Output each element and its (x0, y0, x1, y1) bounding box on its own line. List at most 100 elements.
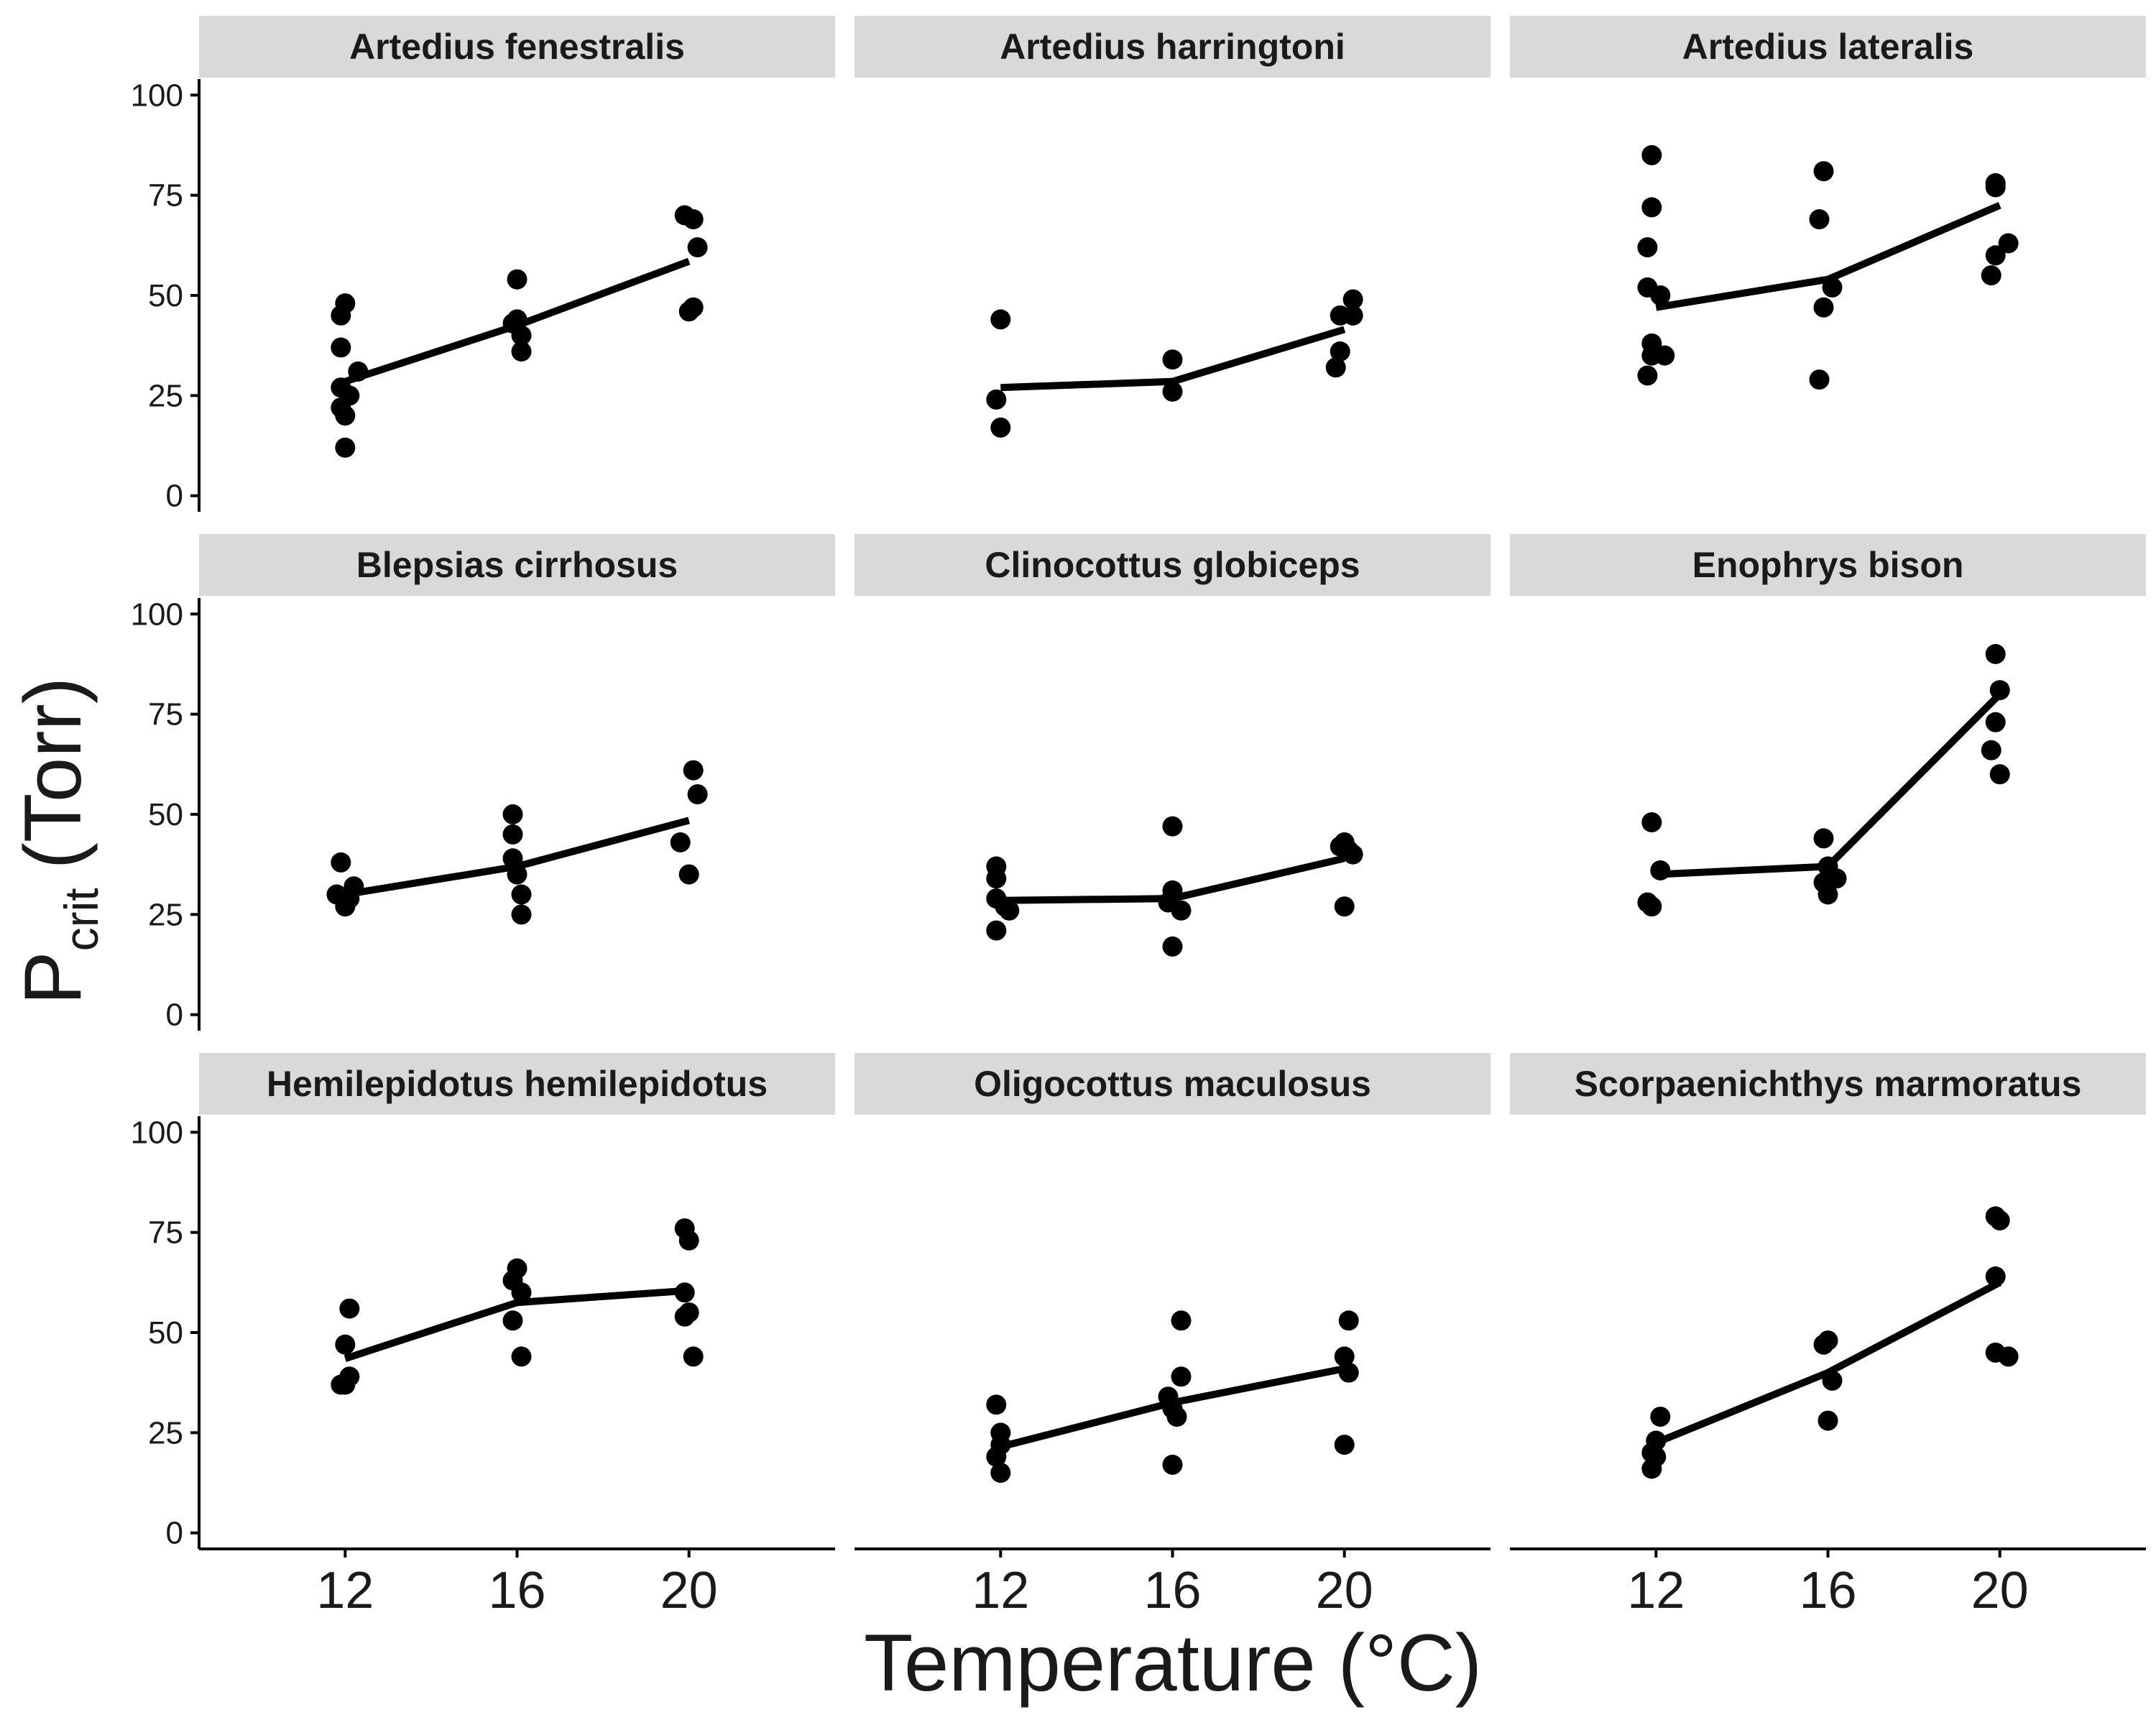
panel-strip (199, 16, 835, 78)
data-point (1989, 680, 2010, 701)
data-point (674, 1306, 695, 1327)
data-point (1985, 1266, 2006, 1287)
data-point (348, 361, 369, 382)
y-tick-label: 50 (148, 1315, 183, 1351)
data-point (1162, 816, 1183, 837)
panel-title: Artedius fenestralis (349, 27, 685, 67)
y-tick-label: 0 (166, 1516, 183, 1551)
data-point (1650, 285, 1671, 305)
y-tick-label: 0 (166, 479, 183, 514)
y-tick-label: 75 (148, 1215, 183, 1251)
data-point (1813, 297, 1834, 318)
y-tick-label: 100 (131, 78, 183, 113)
x-tick-label: 20 (1971, 1562, 2029, 1619)
data-point (1342, 844, 1363, 865)
y-tick-label: 75 (148, 697, 183, 732)
x-tick-label: 16 (1799, 1562, 1856, 1619)
y-axis-title-main: P (8, 951, 98, 1005)
data-point (331, 852, 351, 873)
data-point (990, 417, 1011, 438)
data-point (986, 1446, 1007, 1467)
data-point (511, 1346, 532, 1367)
data-point (678, 301, 699, 322)
data-point (683, 760, 704, 781)
x-tick-label: 12 (972, 1562, 1029, 1619)
y-tick-label: 100 (131, 1115, 183, 1150)
data-point (1822, 1370, 1843, 1391)
data-point (1809, 209, 1830, 230)
data-point (1998, 1346, 2019, 1367)
x-tick-label: 20 (660, 1562, 718, 1619)
data-point (335, 1334, 356, 1355)
data-point (1985, 177, 2006, 198)
data-point (670, 832, 691, 852)
data-point (1171, 1366, 1192, 1387)
data-point (335, 293, 356, 314)
panel-strip (1510, 1053, 2146, 1115)
data-point (1981, 740, 2001, 760)
data-point (335, 405, 356, 426)
panels: Artedius fenestralis 0 25 50 75 100 Artedius h… (131, 16, 2146, 1619)
data-point (990, 309, 1011, 330)
x-tick-label: 16 (1143, 1562, 1201, 1619)
data-point (1162, 381, 1183, 402)
data-point (986, 868, 1007, 889)
data-point (1330, 341, 1350, 362)
data-point (683, 209, 704, 230)
data-point (331, 1374, 351, 1395)
panel-title: Scorpaenichthys marmoratus (1575, 1064, 2082, 1104)
data-point (1637, 237, 1658, 258)
data-point (986, 920, 1007, 941)
y-tick-label: 25 (148, 378, 183, 413)
data-point (511, 904, 532, 925)
data-point (511, 325, 532, 346)
data-point (1641, 1458, 1662, 1479)
data-point (1338, 1310, 1359, 1331)
data-point (1998, 233, 2019, 254)
data-point (986, 389, 1007, 410)
data-point (1822, 277, 1843, 298)
data-point (1162, 936, 1183, 957)
panel-title: Artedius lateralis (1682, 27, 1974, 67)
data-point (1985, 245, 2006, 266)
data-point (683, 1346, 704, 1367)
data-point (507, 269, 528, 290)
data-point (507, 864, 528, 885)
data-point (1650, 1407, 1671, 1427)
data-point (678, 864, 699, 885)
panel: Artedius fenestralis 0 25 50 75 100 (131, 16, 835, 514)
data-point (502, 1310, 523, 1331)
data-point (1338, 1362, 1359, 1383)
x-tick-label: 16 (488, 1562, 545, 1619)
y-axis-title-subscript: crit (55, 888, 108, 951)
panel-title: Oligocottus maculosus (974, 1064, 1371, 1104)
panel-title: Clinocottus globiceps (985, 545, 1360, 585)
data-point (1171, 1310, 1192, 1331)
y-tick-label: 50 (148, 278, 183, 313)
panel-title: Enophrys bison (1692, 545, 1964, 585)
data-point (339, 1298, 360, 1319)
data-point (1641, 144, 1662, 165)
data-point (986, 1394, 1007, 1415)
y-axis-title: Pcrit (Torr) (8, 677, 108, 1005)
y-tick-label: 75 (148, 178, 183, 213)
data-point (1342, 305, 1363, 326)
panel: Clinocottus globiceps (854, 534, 1491, 957)
panel-title: Hemilepidotus hemilepidotus (267, 1064, 768, 1104)
data-point (687, 237, 708, 258)
data-point (999, 900, 1020, 921)
data-point (1641, 812, 1662, 833)
data-point (687, 784, 708, 805)
panel-strip (199, 534, 835, 596)
panel: Hemilepidotus hemilepidotus 0 25 50 75 100 12 1… (131, 1053, 835, 1619)
data-point (990, 1463, 1011, 1484)
data-point (1162, 349, 1183, 370)
panel-title: Artedius harringtoni (1000, 27, 1345, 67)
panel: Enophrys bison (1510, 534, 2146, 917)
data-point (1985, 644, 2006, 664)
data-point (502, 824, 523, 845)
y-tick-label: 100 (131, 597, 183, 632)
data-point (1641, 197, 1662, 218)
panel-strip (199, 1053, 835, 1115)
